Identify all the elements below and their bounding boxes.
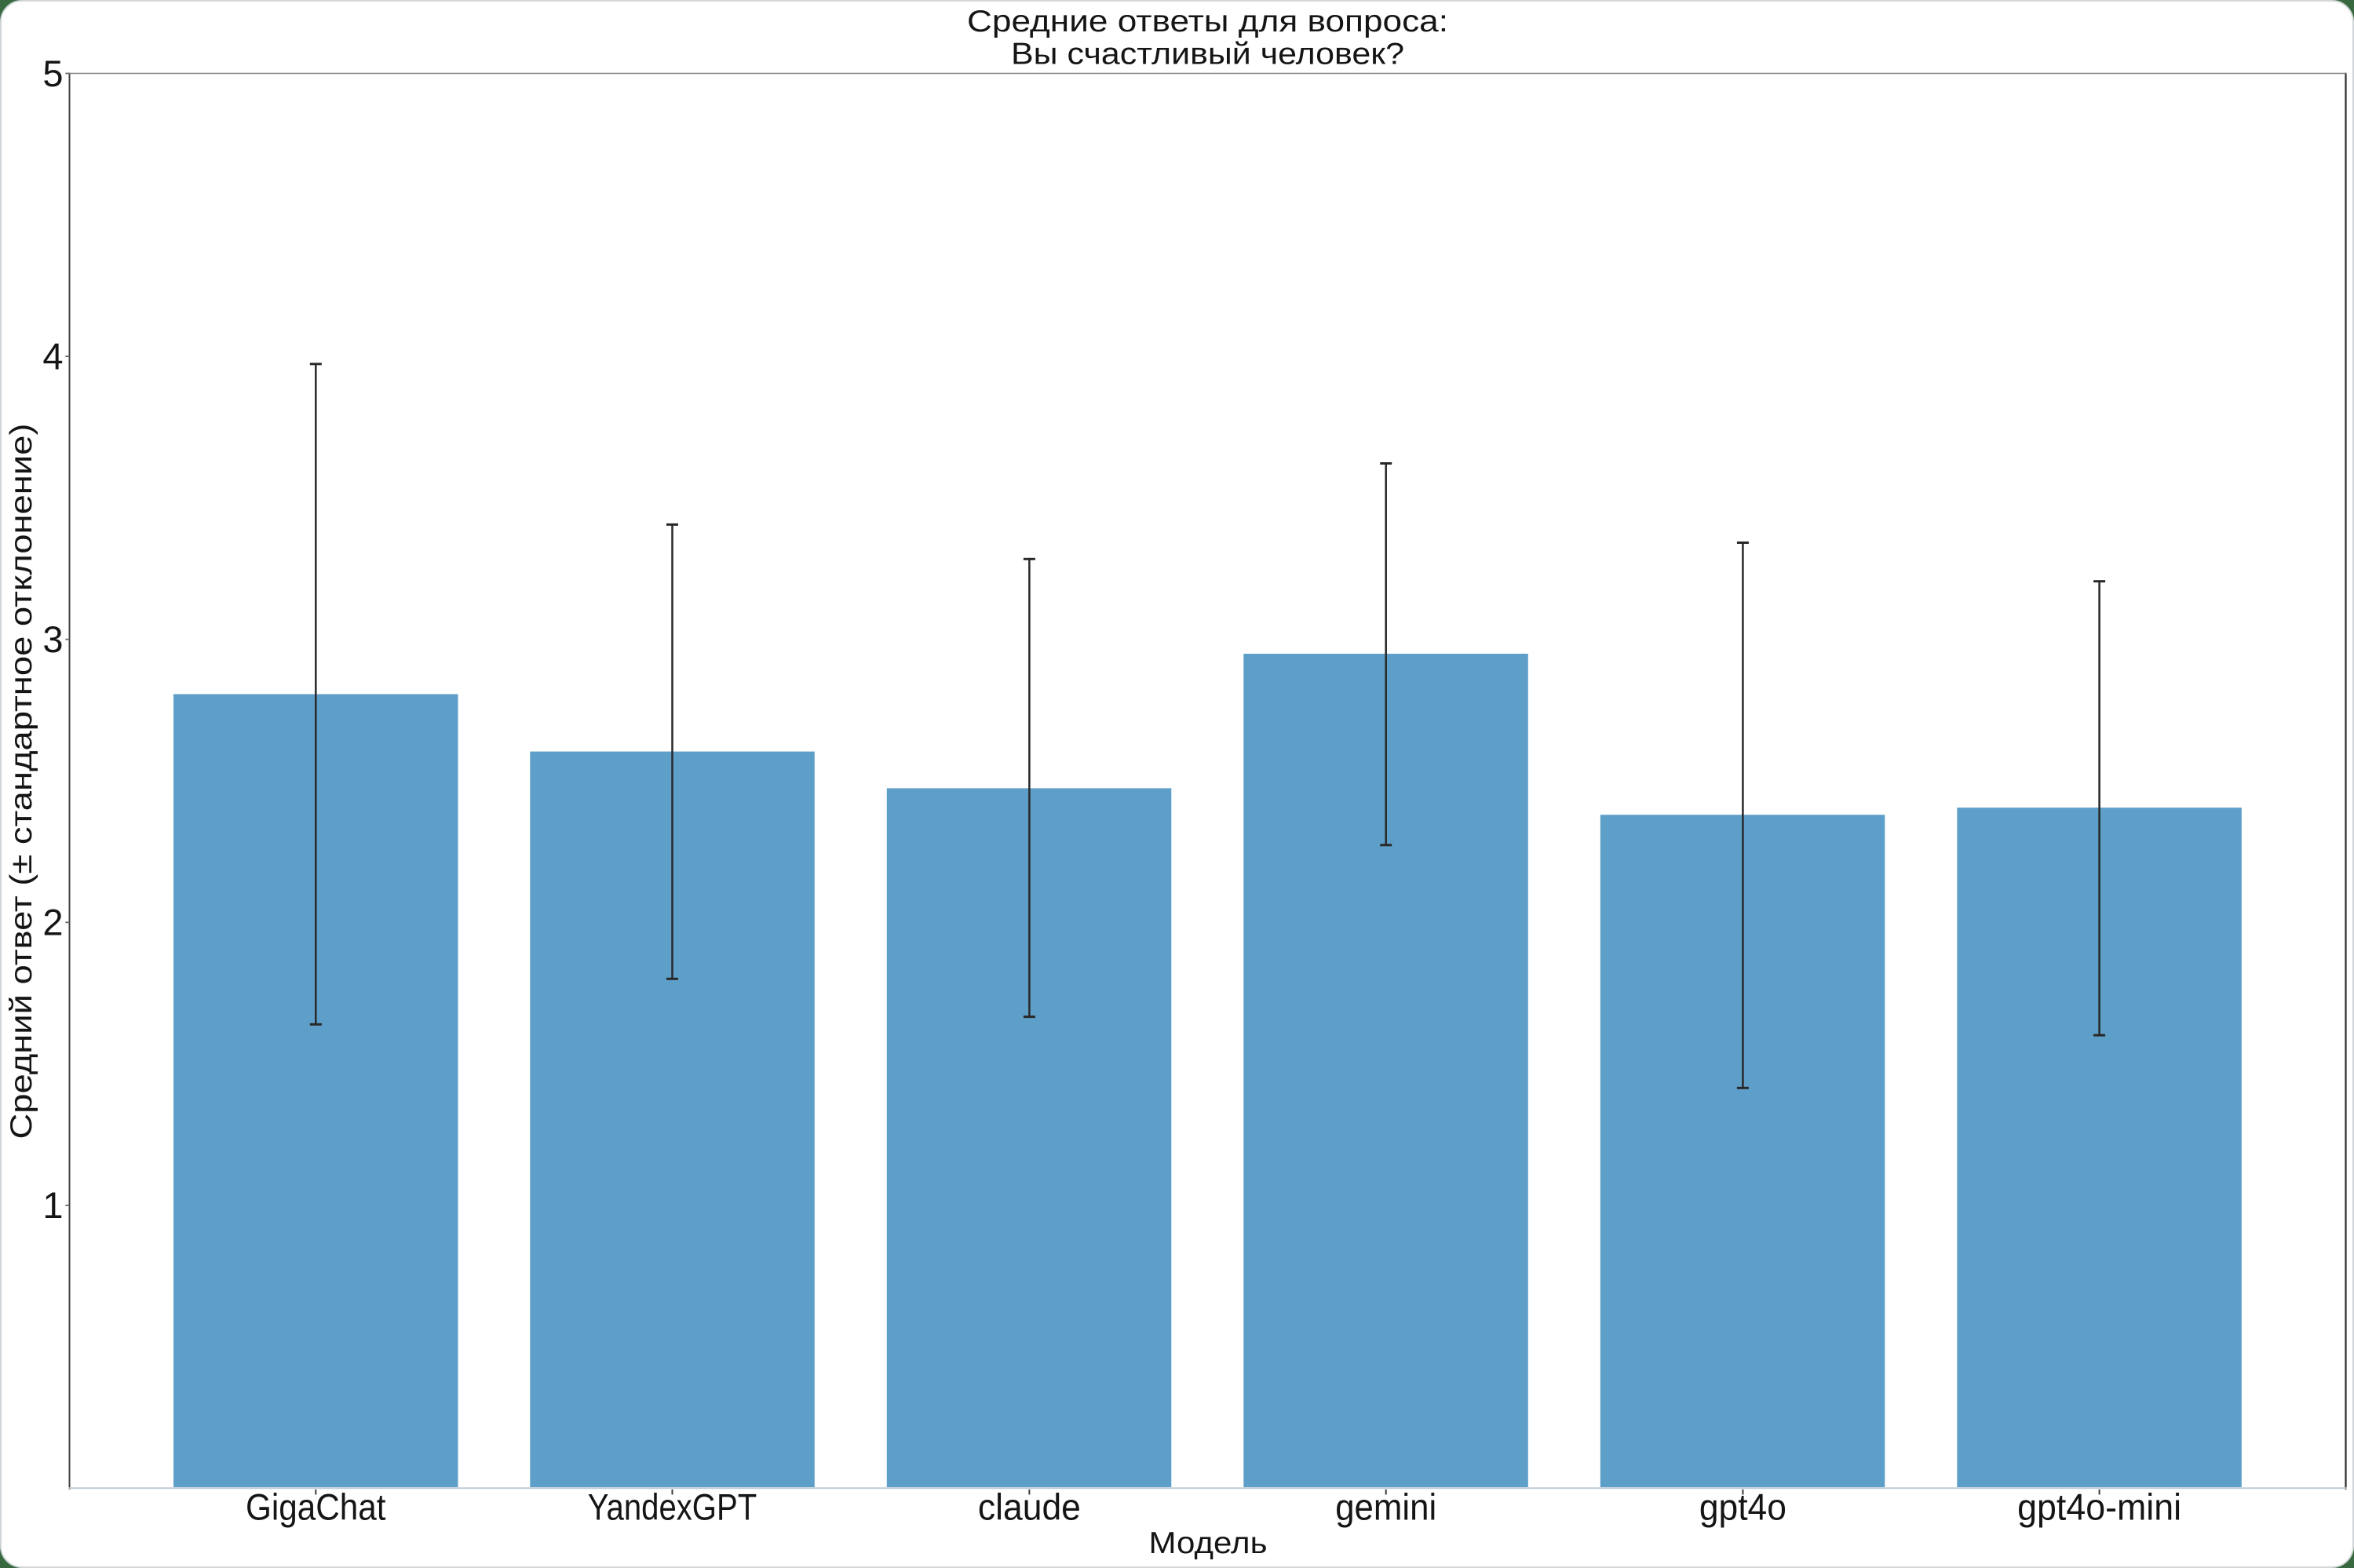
svg-text:claude: claude bbox=[978, 1486, 1081, 1527]
svg-text:3: 3 bbox=[42, 618, 63, 660]
svg-text:Средний ответ (± стандартное о: Средний ответ (± стандартное отклонение) bbox=[5, 424, 38, 1140]
svg-text:2: 2 bbox=[42, 902, 63, 943]
svg-text:5: 5 bbox=[42, 53, 63, 94]
svg-text:gpt4o: gpt4o bbox=[1699, 1486, 1786, 1527]
svg-text:1: 1 bbox=[42, 1184, 63, 1226]
svg-text:YandexGPT: YandexGPT bbox=[588, 1486, 757, 1527]
svg-text:gemini: gemini bbox=[1335, 1486, 1436, 1527]
svg-text:4: 4 bbox=[42, 335, 63, 377]
svg-text:Вы счастливый человек?: Вы счастливый человек? bbox=[1011, 38, 1404, 71]
svg-text:Модель: Модель bbox=[1149, 1526, 1268, 1560]
svg-text:Средние ответы для вопроса:: Средние ответы для вопроса: bbox=[967, 5, 1448, 38]
svg-text:GigaChat: GigaChat bbox=[246, 1486, 386, 1527]
svg-text:gpt4o-mini: gpt4o-mini bbox=[2017, 1486, 2181, 1527]
